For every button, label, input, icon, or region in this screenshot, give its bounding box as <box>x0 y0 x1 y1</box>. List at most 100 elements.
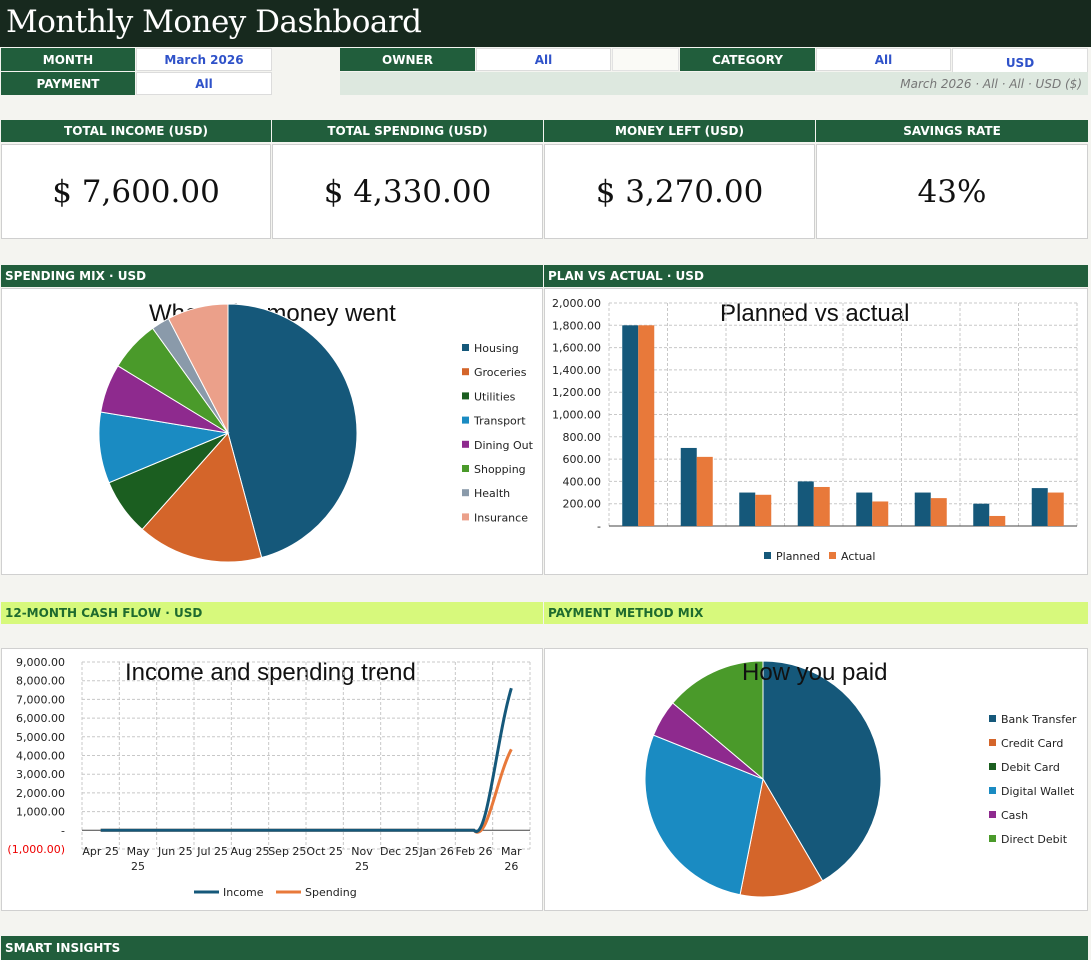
spending-mix-legend-swatch-shopping <box>462 465 469 472</box>
plan-vs-actual-ytick-label: 400.00 <box>563 475 602 488</box>
kpi-spending-value: $ 4,330.00 <box>272 144 543 239</box>
section-smart-insights: SMART INSIGHTS <box>1 936 1088 960</box>
payment-mix-legend-swatch-credit-card <box>989 739 996 746</box>
cash-flow-ytick-label: 4,000.00 <box>16 750 65 763</box>
spending-mix-legend-label-transport: Transport <box>473 415 526 428</box>
plan-vs-actual-ytick-label: 1,400.00 <box>552 364 601 377</box>
cash-flow-xtick-label: May <box>127 845 150 858</box>
plan-vs-actual-bar-planned-dining-out <box>856 492 873 526</box>
cash-flow-xtick-label: Apr 25 <box>82 845 119 858</box>
cash-flow-xtick-label: Aug 25 <box>231 845 270 858</box>
payment-mix-legend-swatch-bank-transfer <box>989 715 996 722</box>
cash-flow-ytick-label: 3,000.00 <box>16 768 65 781</box>
plan-vs-actual-ytick-label: 1,200.00 <box>552 386 601 399</box>
cash-flow-ytick-label: 9,000.00 <box>16 656 65 669</box>
payment-mix-legend-label-bank-transfer: Bank Transfer <box>1001 713 1077 726</box>
plan-vs-actual-bar-actual-dining-out <box>872 501 889 526</box>
spending-mix-legend-swatch-dining-out <box>462 440 469 448</box>
plan-vs-actual-bar-planned-utilities <box>739 492 756 526</box>
plan-vs-actual-bar-planned-transport <box>797 481 814 526</box>
payment-mix-legend-label-direct-debit: Direct Debit <box>1001 833 1068 846</box>
payment-mix-legend-label-debit-card: Debit Card <box>1001 761 1060 774</box>
plan-vs-actual-ytick-label: 2,000.00 <box>552 297 601 310</box>
payment-mix-slice-bank-transfer <box>762 660 882 882</box>
plan-vs-actual-ytick-label: 1,800.00 <box>552 319 601 332</box>
spending-mix-legend-label-insurance: Insurance <box>474 511 528 524</box>
kpi-spending-label: TOTAL SPENDING (USD) <box>272 120 543 142</box>
plan-vs-actual-legend-label-actual: Actual <box>841 550 875 563</box>
payment-mix-pie-chart: Bank Transfer Credit Card Debit Card Digita… <box>644 660 1077 898</box>
cash-flow-line-chart: (1,000.00) - 1,000.00 2,000.00 3,000.00 4,000… <box>7 656 531 899</box>
payment-mix-legend-label-cash: Cash <box>1001 809 1028 822</box>
spending-mix-legend-swatch-groceries <box>462 368 469 376</box>
plan-vs-actual-bar-actual-insurance <box>1047 492 1064 526</box>
payment-mix-legend-label-credit-card: Credit Card <box>1001 737 1063 750</box>
payment-mix-legend-label-digital-wallet: Digital Wallet <box>1001 785 1075 798</box>
filter-spacer <box>612 48 679 71</box>
section-payment-mix: PAYMENT METHOD MIX <box>544 602 1088 624</box>
month-label: MONTH <box>1 48 135 71</box>
spending-mix-slice-housing <box>227 303 358 559</box>
plan-vs-actual-ytick-label: - <box>597 520 601 533</box>
payment-select[interactable]: All <box>136 72 272 95</box>
plan-vs-actual-ytick-label: 200.00 <box>563 498 602 511</box>
cash-flow-xtick-label: Mar <box>501 845 522 858</box>
payment-mix-slice-direct-debit <box>672 660 764 781</box>
spending-mix-legend-label-health: Health <box>474 487 510 500</box>
cash-flow-ytick-label: (1,000.00) <box>7 843 65 856</box>
spending-mix-slice-insurance <box>167 303 229 434</box>
kpi-savings-rate-value: 43% <box>816 144 1088 239</box>
dashboard-title: Monthly Money Dashboard <box>6 4 422 40</box>
cash-flow-ytick-label: - <box>61 824 65 837</box>
plan-vs-actual-bar-actual-housing <box>638 325 655 526</box>
plan-vs-actual-bar-actual-shopping <box>930 498 947 526</box>
category-label: CATEGORY <box>680 48 815 71</box>
cash-flow-xtick-label: Dec 25 <box>380 845 419 858</box>
section-plan-vs-actual: PLAN VS ACTUAL · USD <box>544 265 1088 287</box>
plan-vs-actual-legend-swatch-planned <box>764 552 771 559</box>
plan-vs-actual-ytick-label: 800.00 <box>563 431 602 444</box>
month-select[interactable]: March 2026 <box>136 48 272 71</box>
kpi-income-value: $ 7,600.00 <box>1 144 271 239</box>
spending-mix-legend-swatch-insurance <box>462 513 469 521</box>
category-select[interactable]: All <box>816 48 951 71</box>
kpi-money-left-value: $ 3,270.00 <box>544 144 815 239</box>
plan-vs-actual-bar-actual-health <box>989 515 1006 526</box>
currency-select[interactable]: USD <box>952 48 1088 76</box>
cash-flow-ytick-label: 1,000.00 <box>16 806 65 819</box>
plan-vs-actual-bar-planned-groceries <box>680 447 697 526</box>
cash-flow-xtick-label-year: 25 <box>131 860 145 873</box>
section-spending-mix: SPENDING MIX · USD <box>1 265 543 287</box>
cash-flow-xtick-label-year: 25 <box>355 860 369 873</box>
payment-mix-chart-title: How you paid <box>742 659 888 686</box>
cash-flow-line-income <box>100 687 513 834</box>
spending-mix-legend-swatch-utilities <box>462 392 469 400</box>
spending-mix-legend-label-groceries: Groceries <box>474 366 527 379</box>
plan-vs-actual-ytick-label: 1,600.00 <box>552 342 601 355</box>
cash-flow-chart-title: Income and spending trend <box>125 659 416 686</box>
spending-mix-legend-label-dining-out: Dining Out <box>474 439 534 452</box>
spending-mix-legend-label-housing: Housing <box>474 342 519 355</box>
cash-flow-xtick-label: Oct 25 <box>306 845 343 858</box>
spending-mix-panel: Where the money went HousingGroceriesUti… <box>1 288 543 575</box>
cash-flow-xtick-label: Jun 25 <box>157 845 193 858</box>
spending-mix-legend-swatch-transport <box>462 416 469 424</box>
cash-flow-xtick-label: Sep 25 <box>268 845 306 858</box>
payment-label: PAYMENT <box>1 72 135 95</box>
payment-mix-slice-digital-wallet <box>644 734 764 896</box>
cash-flow-xtick-label: Jan 26 <box>418 845 453 858</box>
plan-vs-actual-ytick-label: 600.00 <box>563 453 602 466</box>
plan-vs-actual-ytick-label: 1,000.00 <box>552 409 601 422</box>
payment-mix-legend-swatch-digital-wallet <box>989 787 996 794</box>
spending-mix-legend-label-utilities: Utilities <box>474 390 516 403</box>
payment-mix-legend-swatch-debit-card <box>989 763 996 770</box>
filter-summary: March 2026 · All · All · USD ($) <box>340 72 1088 95</box>
cash-flow-xtick-label: Nov <box>351 845 373 858</box>
section-cash-flow: 12-MONTH CASH FLOW · USD <box>1 602 543 624</box>
cash-flow-ytick-label: 8,000.00 <box>16 675 65 688</box>
plan-vs-actual-legend-label-planned: Planned <box>776 550 820 563</box>
plan-vs-actual-panel: Planned vs actual - 200.00 400.00 600.00 800… <box>544 288 1088 575</box>
payment-mix-slice-credit-card <box>739 777 824 898</box>
owner-select[interactable]: All <box>476 48 611 71</box>
cash-flow-legend-label-income: Income <box>223 886 264 899</box>
